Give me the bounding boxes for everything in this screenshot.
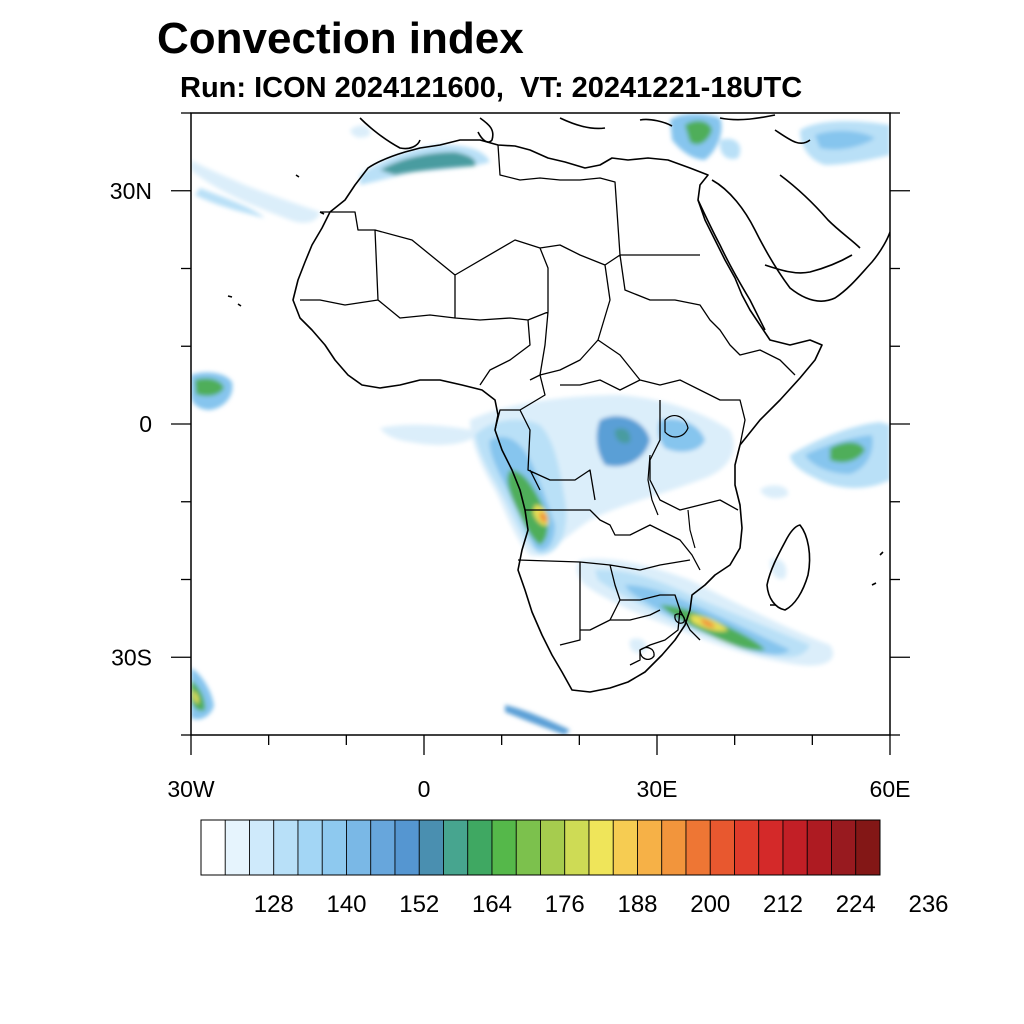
colorbar-swatch <box>370 819 396 876</box>
colorbar-swatch <box>540 819 566 876</box>
colorbar-swatch <box>394 819 420 876</box>
colorbar-swatch <box>297 819 323 876</box>
colorbar-swatch <box>321 819 347 876</box>
coastlines <box>227 114 890 693</box>
colorbar-label: 224 <box>836 891 876 918</box>
colorbar-label: 212 <box>763 891 803 918</box>
colorbar-swatch <box>200 819 226 876</box>
colorbar-swatch <box>758 819 784 876</box>
colorbar-label: 200 <box>690 891 730 918</box>
colorbar-swatch <box>346 819 372 876</box>
colorbar-swatch <box>588 819 614 876</box>
colorbar-label: 164 <box>472 891 512 918</box>
colorbar-swatch <box>515 819 541 876</box>
convection-area-south-band <box>505 705 570 735</box>
convection-area-angola-core <box>507 470 548 545</box>
political-boundaries <box>300 144 796 666</box>
convection-shading <box>191 113 890 735</box>
lon-tick-label: 0 <box>418 776 431 802</box>
colorbar-swatch <box>273 819 299 876</box>
colorbar-swatch <box>855 819 881 876</box>
colorbar-swatch <box>709 819 735 876</box>
colorbar-label: 140 <box>326 891 366 918</box>
lon-tick-label: 30E <box>637 776 678 802</box>
colorbar-label: 152 <box>399 891 439 918</box>
colorbar-swatch <box>249 819 275 876</box>
colorbar-label: 176 <box>545 891 585 918</box>
colorbar-swatch <box>418 819 444 876</box>
madagascar-coastline <box>766 524 811 611</box>
arabia-coastline <box>711 174 890 302</box>
lon-tick-label: 30W <box>167 776 215 802</box>
colorbar-swatch <box>637 819 663 876</box>
lat-tick-label: 0 <box>139 411 152 437</box>
convection-area-north-atlantic <box>191 160 320 223</box>
colorbar-swatch <box>443 819 469 876</box>
map-title: Convection index <box>157 14 524 63</box>
lon-tick-label: 60E <box>870 776 911 802</box>
colorbar-swatch <box>831 819 857 876</box>
colorbar-swatch <box>612 819 638 876</box>
colorbar-swatch <box>806 819 832 876</box>
map-subtitle: Run: ICON 2024121600, VT: 20241221-18UTC <box>180 72 803 104</box>
colorbar-swatch <box>224 819 250 876</box>
colorbar-swatch <box>564 819 590 876</box>
colorbar-label: 236 <box>908 891 948 918</box>
colorbar-swatch <box>782 819 808 876</box>
colorbar-swatch <box>491 819 517 876</box>
colorbar-swatch <box>685 819 711 876</box>
colorbar-swatch <box>734 819 760 876</box>
colorbar-label: 128 <box>254 891 294 918</box>
colorbar-swatch <box>467 819 493 876</box>
lat-tick-label: 30N <box>110 178 152 204</box>
lat-tick-label: 30S <box>111 644 152 670</box>
convection-area-north-atlantic-core <box>195 188 265 218</box>
map-axes: 30W 0 30E 60E 30N 0 30S <box>110 112 911 802</box>
africa-coastline <box>292 139 823 693</box>
colorbar-label: 188 <box>617 891 657 918</box>
convection-area-gulf-band <box>380 424 480 445</box>
convection-area-mediterranean-core <box>380 152 476 175</box>
colorbar-swatch <box>661 819 687 876</box>
colorbar: 128 140 152 164 176 188 200 212 224 236 <box>200 819 949 918</box>
